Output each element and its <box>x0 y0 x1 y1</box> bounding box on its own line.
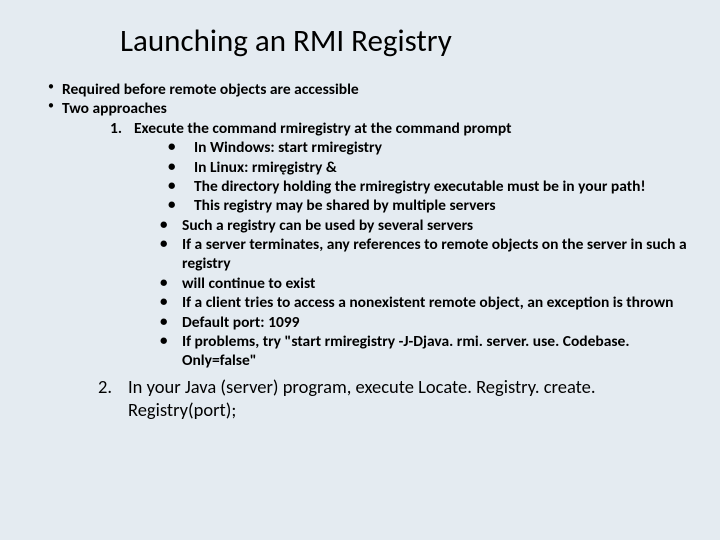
number-2: 2. <box>98 375 112 398</box>
sub-linux: In Linux: rmiręgistry & <box>168 158 700 177</box>
sub-path: The directory holding the rmiregistry ex… <box>168 177 700 196</box>
sub-port: Default port: 1099 <box>160 313 700 332</box>
bullet-required: Required before remote objects are acces… <box>48 80 700 99</box>
slide-title: Launching an RMI Registry <box>120 22 700 60</box>
slide: Launching an RMI Registry Required befor… <box>0 0 720 540</box>
sub-shared: This registry may be shared by multiple … <box>168 196 700 215</box>
approach-1: 1. Execute the command rmiregistry at th… <box>110 119 700 138</box>
bullet-approaches: Two approaches <box>48 99 700 118</box>
sub-terminates: If a server terminates, any references t… <box>160 235 700 274</box>
sub-exception: If a client tries to access a nonexisten… <box>160 293 700 312</box>
approach-1-text: Execute the command rmiregistry at the c… <box>134 119 512 138</box>
sub-continue: will continue to exist <box>160 274 700 293</box>
slide-body: Required before remote objects are acces… <box>20 80 700 421</box>
sub-several: Such a registry can be used by several s… <box>160 216 700 235</box>
sub-problems: If problems, try "start rmiregistry -J-D… <box>160 332 700 371</box>
sub-windows: In Windows: start rmiregistry <box>168 138 700 157</box>
number-1: 1. <box>110 119 122 138</box>
approach-2-text: In your Java (server) program, execute L… <box>128 375 596 421</box>
approach-2: 2. In your Java (server) program, execut… <box>98 375 700 421</box>
